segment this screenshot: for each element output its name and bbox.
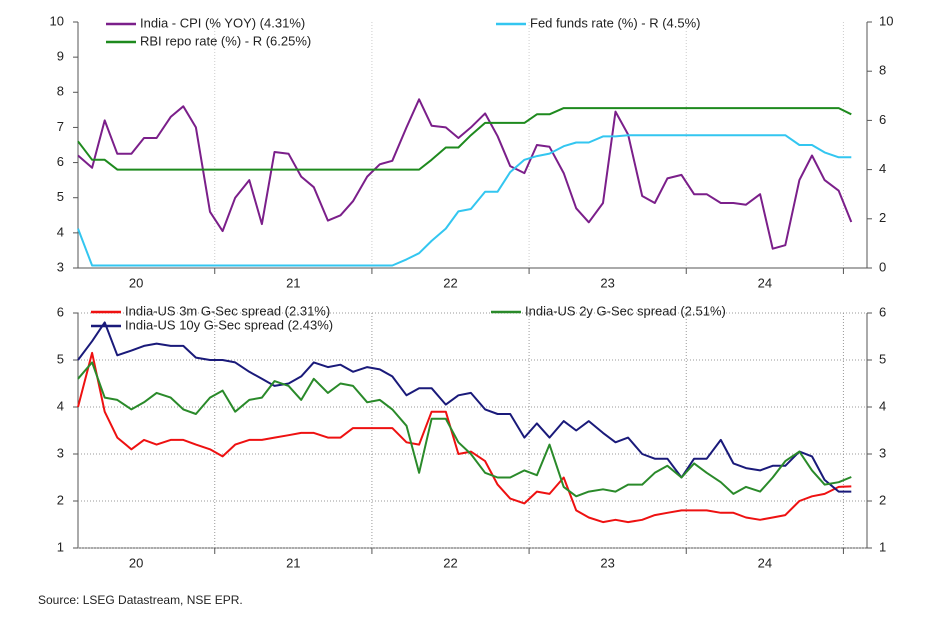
x-tick-label: 20 <box>129 275 143 290</box>
series-line <box>77 321 852 493</box>
y2-tick-label: 4 <box>879 161 886 176</box>
y2-tick-label: 2 <box>879 210 886 225</box>
x-tick-label: 21 <box>286 555 300 570</box>
x-tick-label: 20 <box>129 555 143 570</box>
y-tick-label: 1 <box>57 539 64 554</box>
y-tick-label: 4 <box>57 398 64 413</box>
y2-tick-label: 1 <box>879 539 886 554</box>
x-tick-label: 22 <box>443 555 457 570</box>
x-tick-label: 23 <box>600 555 614 570</box>
y-tick-label: 7 <box>57 119 64 134</box>
series-line <box>77 134 852 267</box>
legend-label: RBI repo rate (%) - R (6.25%) <box>140 33 311 48</box>
y2-tick-label: 3 <box>879 445 886 460</box>
y-tick-label: 9 <box>57 49 64 64</box>
x-tick-label: 22 <box>443 275 457 290</box>
y-tick-label: 2 <box>57 492 64 507</box>
y-tick-label: 6 <box>57 154 64 169</box>
y2-tick-label: 5 <box>879 351 886 366</box>
series-line <box>77 107 852 171</box>
y-tick-label: 5 <box>57 351 64 366</box>
y-tick-label: 6 <box>57 304 64 319</box>
series-line <box>77 351 852 524</box>
y2-tick-label: 0 <box>879 259 886 274</box>
y2-tick-label: 8 <box>879 63 886 78</box>
y-tick-label: 4 <box>57 224 64 239</box>
legend-label: India - CPI (% YOY) (4.31%) <box>140 15 305 30</box>
y-tick-label: 5 <box>57 189 64 204</box>
y-tick-label: 3 <box>57 259 64 274</box>
y2-tick-label: 6 <box>879 112 886 127</box>
legend-label: India-US 10y G-Sec spread (2.43%) <box>125 317 333 332</box>
x-tick-label: 23 <box>600 275 614 290</box>
x-tick-label: 21 <box>286 275 300 290</box>
legend-label: India-US 2y G-Sec spread (2.51%) <box>525 303 726 318</box>
y2-tick-label: 6 <box>879 304 886 319</box>
y-tick-label: 10 <box>50 13 64 28</box>
x-tick-label: 24 <box>758 555 772 570</box>
series-line <box>77 98 853 250</box>
source-note: Source: LSEG Datastream, NSE EPR. <box>38 593 243 607</box>
legend-label: Fed funds rate (%) - R (4.5%) <box>530 15 701 30</box>
series-line <box>77 361 852 498</box>
y2-tick-label: 4 <box>879 398 886 413</box>
y-tick-label: 8 <box>57 84 64 99</box>
y2-tick-label: 2 <box>879 492 886 507</box>
y2-tick-label: 10 <box>879 13 893 28</box>
y-tick-label: 3 <box>57 445 64 460</box>
legend-label: India-US 3m G-Sec spread (2.31%) <box>125 303 330 318</box>
x-tick-label: 24 <box>758 275 772 290</box>
